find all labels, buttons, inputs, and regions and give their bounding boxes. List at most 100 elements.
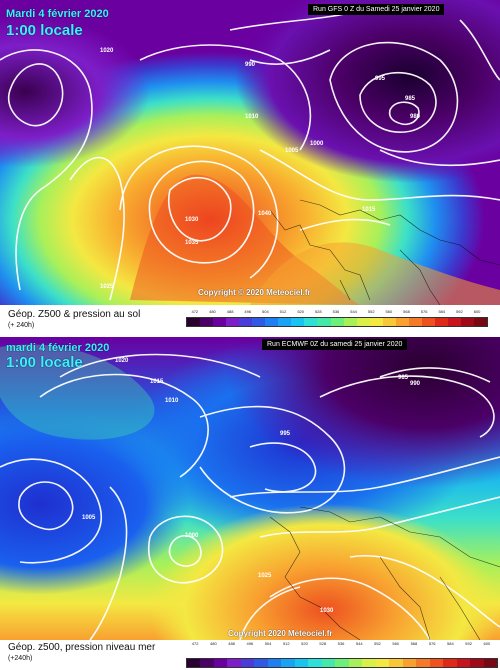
scale-swatch xyxy=(321,659,336,667)
scale-value: 584 xyxy=(438,309,446,314)
scale-swatch xyxy=(375,659,390,667)
scale-swatch xyxy=(267,659,282,667)
scale-swatch xyxy=(200,318,214,326)
ecmwf-date: mardi 4 février 2020 xyxy=(6,342,110,354)
gfs-label-1000: 1000 xyxy=(310,141,324,147)
scale-value: 560 xyxy=(385,309,393,314)
scale-value: 552 xyxy=(367,309,375,314)
scale-value: 568 xyxy=(403,309,410,314)
gfs-label-1015: 1015 xyxy=(362,207,376,213)
scale-value: 552 xyxy=(374,641,381,646)
gfs-label-1010: 1010 xyxy=(245,114,259,120)
scale-value: 544 xyxy=(350,309,357,314)
scale-value: 488 xyxy=(228,641,235,646)
scale-value: 560 xyxy=(392,641,400,646)
scale-swatch xyxy=(356,318,370,326)
scale-swatch xyxy=(278,318,292,326)
gfs-label-1035: 1035 xyxy=(185,240,199,246)
gfs-label-1005: 1005 xyxy=(285,148,299,154)
scale-swatch xyxy=(200,659,214,667)
gfs-caption: Géop. Z500 & pression au sol xyxy=(8,309,141,320)
scale-value: 528 xyxy=(319,641,327,646)
ecmwf-pressure-labels: 1020 1015 1010 1005 1000 995 990 985 102… xyxy=(82,358,421,614)
scale-swatch xyxy=(330,318,344,326)
gfs-run-info: Run GFS 0 Z du Samedi 25 janvier 2020 xyxy=(308,4,445,15)
ecmwf-geopotential-map: 1020 1015 1010 1005 1000 995 990 985 102… xyxy=(0,337,500,640)
ecmwf-label-1025: 1025 xyxy=(258,573,272,579)
scale-value: 504 xyxy=(264,641,272,646)
gfs-scale-labels: 472 480 488 496 504 512 520 528 536 544 552 560 568 5… xyxy=(186,309,486,314)
ecmwf-label-1010: 1010 xyxy=(165,398,179,404)
gfs-forecast-hours: (+ 240h) xyxy=(8,322,35,329)
scale-value: 472 xyxy=(191,309,199,314)
scale-value: 512 xyxy=(282,641,290,646)
ecmwf-forecast-hours: (+240h) xyxy=(8,655,33,662)
gfs-copyright: Copyright © 2020 Meteociel.fr xyxy=(198,288,311,297)
scale-swatch xyxy=(308,659,322,667)
gfs-label-1025: 1025 xyxy=(100,284,114,290)
ecmwf-color-scale xyxy=(186,658,498,668)
scale-swatch xyxy=(408,318,422,326)
scale-swatch xyxy=(187,659,201,667)
scale-swatch xyxy=(402,659,417,667)
ecmwf-infobar: Géop. z500, pression niveau mer (+240h) … xyxy=(0,640,500,670)
scale-value: 536 xyxy=(332,309,340,314)
scale-swatch xyxy=(389,659,403,667)
scale-swatch xyxy=(474,318,488,326)
gfs-color-scale xyxy=(186,317,488,327)
scale-value: 592 xyxy=(465,641,472,646)
ecmwf-label-990: 990 xyxy=(410,381,421,387)
gfs-pressure-labels: 1020 1025 1030 1035 1010 1005 1000 995 9… xyxy=(100,48,421,290)
ecmwf-copyright: Copyright 2020 Meteociel.fr xyxy=(228,629,333,638)
gfs-label-985: 985 xyxy=(405,96,416,102)
scale-value: 480 xyxy=(210,641,217,646)
gfs-label-1030: 1030 xyxy=(185,217,199,223)
scale-value: 520 xyxy=(297,309,304,314)
scale-swatch xyxy=(213,659,228,667)
scale-swatch xyxy=(362,659,376,667)
scale-value: 600 xyxy=(473,309,481,314)
scale-value: 576 xyxy=(428,641,436,646)
scale-swatch xyxy=(226,318,240,326)
scale-swatch xyxy=(456,659,471,667)
scale-swatch xyxy=(343,318,357,326)
scale-value: 544 xyxy=(355,641,363,646)
scale-swatch xyxy=(291,318,305,326)
scale-value: 496 xyxy=(246,641,254,646)
scale-value: 504 xyxy=(262,309,269,314)
scale-swatch xyxy=(335,659,349,667)
ecmwf-label-1020: 1020 xyxy=(115,358,129,364)
scale-value: 600 xyxy=(483,641,491,646)
scale-swatch xyxy=(240,659,255,667)
gfs-time: 1:00 locale xyxy=(6,22,83,39)
scale-swatch xyxy=(483,659,498,667)
scale-swatch xyxy=(434,318,448,326)
scale-swatch xyxy=(239,318,253,326)
ecmwf-run-info: Run ECMWF 0Z du samedi 25 janvier 2020 xyxy=(262,339,408,350)
scale-swatch xyxy=(254,659,268,667)
scale-value: 480 xyxy=(209,309,216,314)
scale-value: 592 xyxy=(456,309,463,314)
scale-value: 576 xyxy=(420,309,428,314)
ecmwf-time: 1:00 locale xyxy=(6,354,83,371)
scale-swatch xyxy=(348,659,363,667)
scale-value: 512 xyxy=(279,309,287,314)
scale-value: 520 xyxy=(301,641,308,646)
scale-swatch xyxy=(213,318,227,326)
scale-swatch xyxy=(265,318,279,326)
ecmwf-label-1030: 1030 xyxy=(320,608,334,614)
gfs-label-1020: 1020 xyxy=(100,48,114,54)
scale-swatch xyxy=(470,659,484,667)
scale-swatch xyxy=(429,659,444,667)
ecmwf-label-1005: 1005 xyxy=(82,515,96,521)
scale-value: 568 xyxy=(410,641,418,646)
scale-swatch xyxy=(304,318,318,326)
scale-swatch xyxy=(369,318,383,326)
gfs-label-1040: 1040 xyxy=(258,211,272,217)
ecmwf-scale-labels: 472 480 488 496 504 512 520 528 536 544 552 560 568 5… xyxy=(186,641,496,646)
gfs-date: Mardi 4 février 2020 xyxy=(6,8,109,20)
scale-value: 536 xyxy=(337,641,345,646)
scale-swatch xyxy=(187,318,201,326)
gfs-label-995: 995 xyxy=(375,76,386,82)
scale-swatch xyxy=(382,318,396,326)
